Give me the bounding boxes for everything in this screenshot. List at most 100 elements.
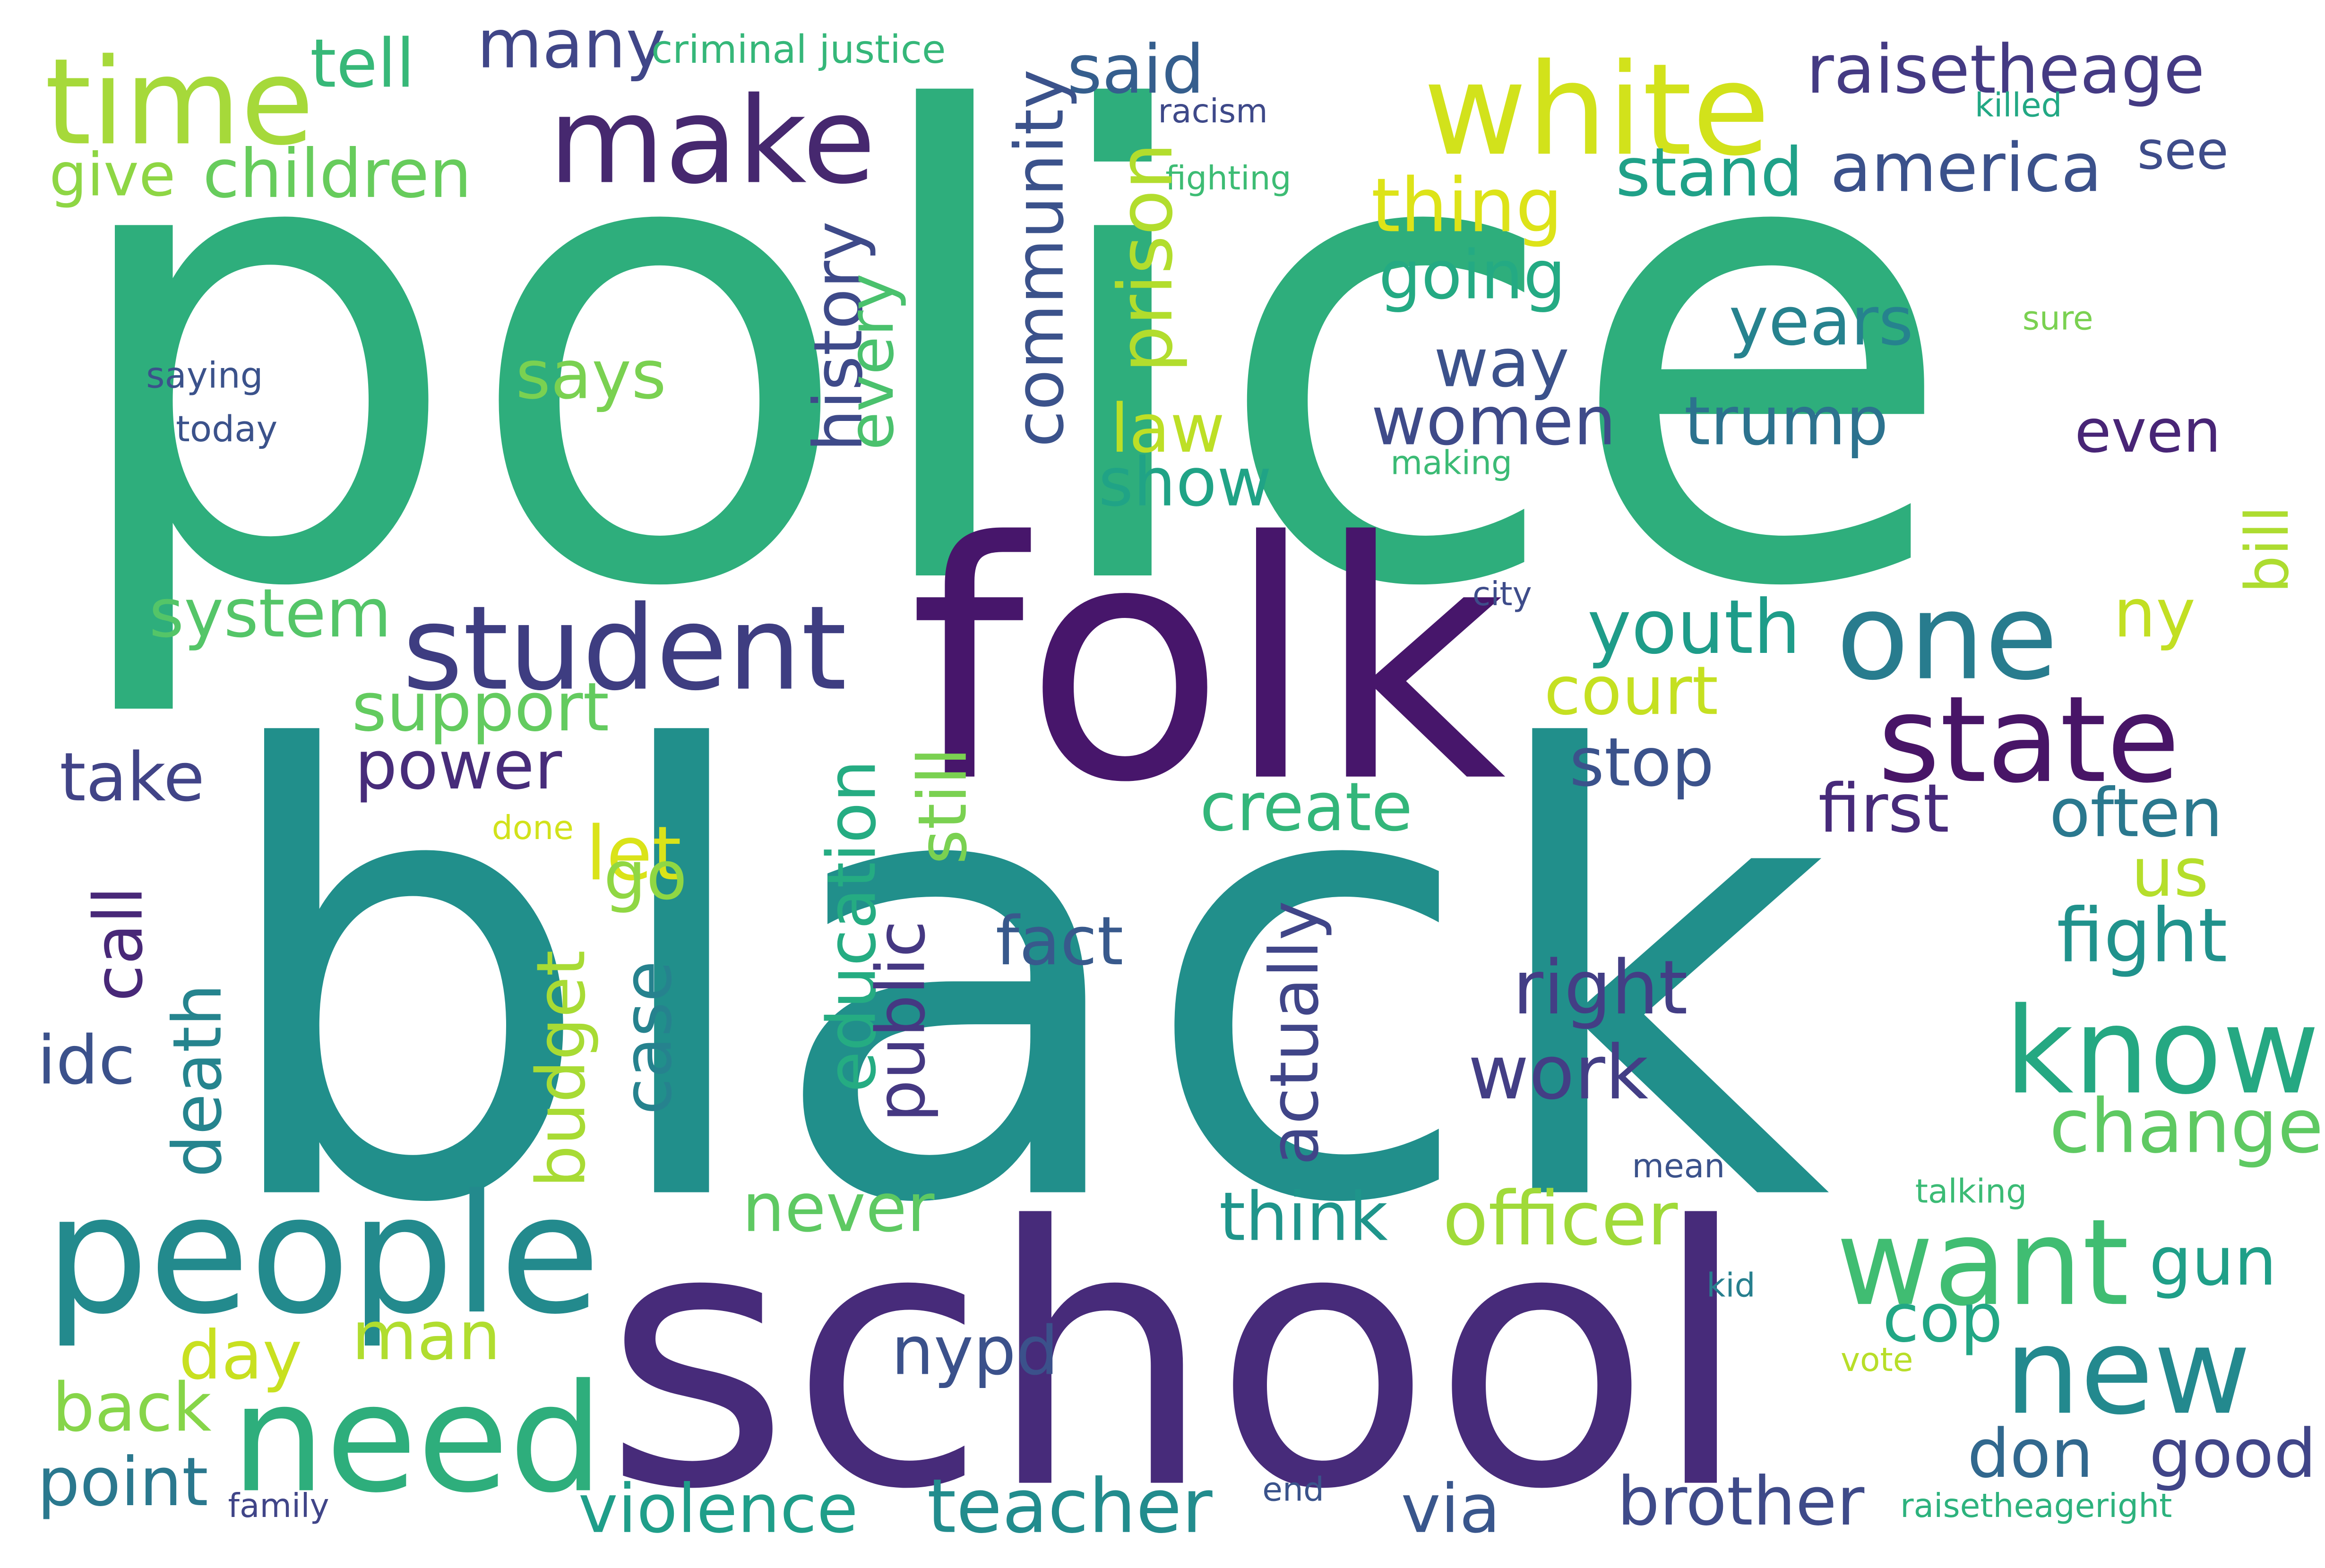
word-even: even	[2075, 396, 2221, 466]
word-budget: budget	[522, 950, 600, 1188]
word-point: point	[37, 1443, 208, 1521]
word-thing: thing	[1371, 163, 1563, 249]
word-america: america	[1830, 129, 2102, 207]
word-vote: vote	[1841, 1341, 1913, 1379]
word-white: white	[1423, 36, 1770, 184]
word-back: back	[52, 1369, 211, 1447]
word-city: city	[1472, 575, 1532, 613]
word-many: many	[477, 6, 665, 84]
word-give: give	[49, 140, 175, 210]
word-violence: violence	[578, 1470, 858, 1548]
word-case: case	[609, 960, 687, 1114]
word-student: student	[403, 582, 847, 717]
word-police: police	[57, 0, 1958, 727]
word-today: today	[176, 408, 277, 450]
word-community: community	[1001, 69, 1079, 447]
word-power: power	[355, 727, 562, 805]
word-mean: mean	[1632, 1148, 1725, 1185]
word-raisetheage: raisetheage	[1806, 31, 2204, 109]
word-fighting: fighting	[1165, 160, 1291, 197]
word-ny: ny	[2113, 574, 2196, 652]
word-think: think	[1219, 1178, 1388, 1256]
word-still: still	[904, 747, 982, 865]
word-go: go	[603, 837, 687, 915]
word-nypd: nypd	[891, 1312, 1059, 1390]
word-day: day	[179, 1317, 302, 1395]
word-racism: racism	[1158, 93, 1268, 130]
word-state: state	[1878, 670, 2180, 809]
word-says: says	[516, 336, 666, 414]
word-cop: cop	[1882, 1279, 2003, 1357]
word-take: take	[60, 738, 205, 816]
word-court: court	[1544, 652, 1718, 730]
word-gun: gun	[2149, 1223, 2277, 1301]
word-sure: sure	[2023, 300, 2093, 338]
word-time: time	[45, 33, 314, 171]
word-school: school	[603, 1151, 1750, 1568]
word-via: via	[1401, 1470, 1500, 1548]
word-call: call	[80, 886, 158, 1002]
word-new: new	[2005, 1302, 2251, 1441]
word-talking: talking	[1915, 1173, 2027, 1211]
word-change: change	[2049, 1084, 2324, 1170]
word-youth: youth	[1587, 584, 1801, 671]
word-often: often	[2049, 774, 2223, 852]
word-never: never	[742, 1169, 935, 1247]
word-idc: idc	[37, 1021, 136, 1099]
word-family: family	[228, 1487, 329, 1525]
word-create: create	[1200, 768, 1412, 846]
word-black: black	[209, 625, 1831, 1337]
word-education: education	[813, 760, 891, 1092]
word-trump: trump	[1684, 382, 1888, 460]
word-teacher: teacher	[927, 1464, 1213, 1550]
word-years: years	[1729, 283, 1913, 360]
word-know: know	[2005, 982, 2320, 1121]
word-stand: stand	[1616, 134, 1803, 212]
word-right: right	[1513, 945, 1688, 1031]
word-officer: officer	[1443, 1176, 1678, 1262]
word-brother: brother	[1617, 1463, 1865, 1541]
word-man: man	[352, 1297, 500, 1375]
word-actually: actually	[1256, 901, 1334, 1165]
word-bill: bill	[2232, 506, 2302, 593]
word-support: support	[352, 668, 609, 746]
word-one: one	[1836, 568, 2058, 707]
word-let: let	[586, 811, 681, 897]
word-criminal-justice: criminal justice	[651, 27, 946, 72]
word-going: going	[1378, 236, 1566, 314]
word-want: want	[1836, 1193, 2129, 1332]
word-law: law	[1111, 390, 1225, 468]
word-system: system	[149, 574, 391, 652]
word-end: end	[1262, 1471, 1324, 1509]
word-see: see	[2137, 121, 2229, 181]
word-raisetheageright: raisetheageright	[1900, 1487, 2172, 1525]
word-first: first	[1818, 770, 1949, 848]
word-killed: killed	[1975, 87, 2062, 125]
word-make: make	[549, 71, 876, 210]
word-stop: stop	[1569, 724, 1714, 802]
word-prison: prison	[1103, 143, 1189, 373]
word-done: done	[492, 809, 574, 847]
word-need: need	[231, 1352, 603, 1525]
word-don: don	[1967, 1415, 2093, 1493]
word-show: show	[1098, 444, 1272, 522]
word-death: death	[159, 984, 237, 1177]
word-history: history	[800, 221, 878, 452]
word-saying: saying	[146, 355, 263, 396]
word-every: every	[835, 274, 908, 450]
word-good: good	[2149, 1415, 2316, 1493]
word-work: work	[1468, 1030, 1649, 1116]
word-public: public	[862, 920, 940, 1122]
word-people: people	[45, 1159, 601, 1350]
word-kid: kid	[1706, 1267, 1755, 1304]
word-us: us	[2131, 834, 2209, 912]
word-women: women	[1371, 382, 1616, 460]
word-fight: fight	[2057, 893, 2227, 979]
word-fact: fact	[996, 902, 1124, 980]
word-said: said	[1067, 31, 1204, 109]
word-children: children	[203, 135, 472, 213]
word-making: making	[1391, 445, 1513, 482]
